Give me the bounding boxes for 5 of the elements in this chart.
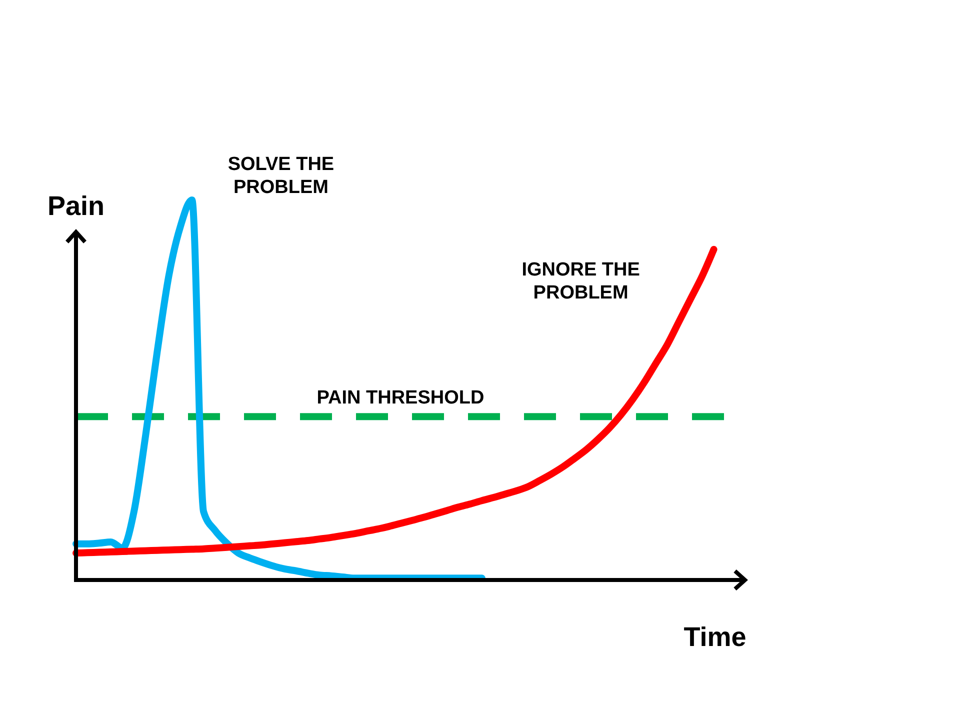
ref-line-label: PAIN THRESHOLD <box>316 388 484 409</box>
x-axis-title: Time <box>684 622 746 652</box>
series-label: SOLVE THE PROBLEM <box>228 154 334 198</box>
y-axis-title: Pain <box>47 191 105 221</box>
text: IGNORE THE PROBLEM <box>522 259 640 304</box>
